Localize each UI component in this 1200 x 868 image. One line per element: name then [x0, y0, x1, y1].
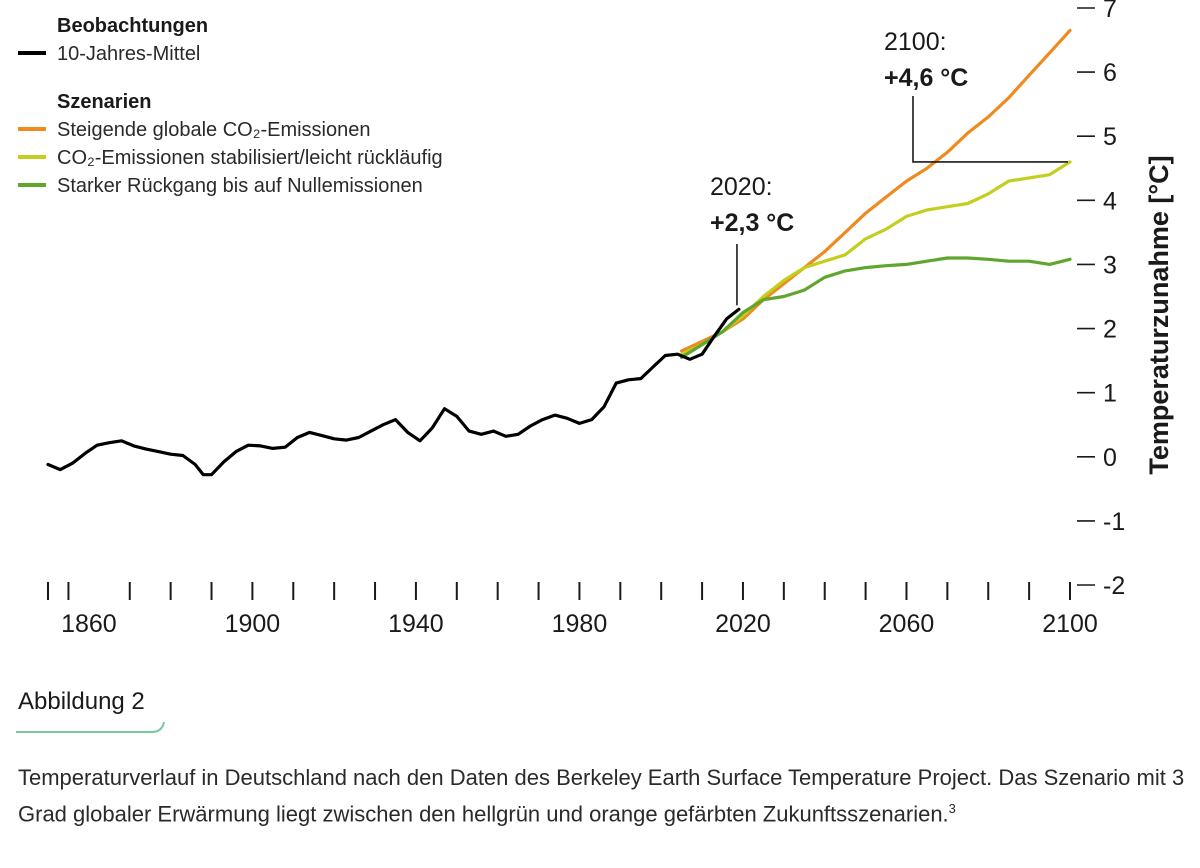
y-tick-label: -1	[1103, 508, 1125, 536]
y-tick-label: 4	[1103, 187, 1117, 215]
y-tick-label: 5	[1103, 123, 1117, 151]
temperature-chart: Beobachtungen 10-Jahres-Mittel Szenarien St…	[18, 0, 1174, 638]
y-tick-label: -2	[1103, 572, 1125, 600]
y-tick-label: 3	[1103, 251, 1117, 279]
y-tick-label: 1	[1103, 380, 1117, 408]
series-line-starker-r-ckgang-bis-auf-nullemissionen	[680, 256, 1072, 359]
x-tick-label: 1980	[552, 610, 608, 638]
series-line-10-jahres-mittel	[46, 307, 741, 477]
figure-label-underline	[16, 721, 165, 733]
plot-area	[46, 28, 1072, 477]
legend-entry-label: Starker Rückgang bis auf Nullemissionen	[57, 175, 423, 197]
figure-caption-text: Temperaturverlauf in Deutschland nach de…	[18, 765, 1185, 827]
y-tick-label: 2	[1103, 316, 1117, 344]
x-tick-label: 1900	[225, 610, 281, 638]
legend-entry-label: 10-Jahres-Mittel	[57, 43, 200, 65]
figure-label: Abbildung 2	[18, 688, 145, 715]
footnote-marker: 3	[948, 801, 956, 816]
y-tick-label: 0	[1103, 444, 1117, 472]
legend-group-title: Szenarien	[57, 91, 151, 113]
annotations: 2020: +2,3 °C 2100: +4,6 °C	[710, 28, 1068, 306]
y-tick-label: 6	[1103, 59, 1117, 87]
annotation-value-2020: +2,3 °C	[710, 209, 794, 237]
series-line-steigende-globale-co-emissionen	[680, 28, 1072, 353]
annotation-value-2100: +4,6 °C	[884, 64, 968, 92]
x-tick-label: 2100	[1042, 610, 1098, 638]
series-line-co-emissionen-stabilisiert-leicht-r-ckl-ufig	[680, 160, 1072, 356]
x-tick-label: 2020	[715, 610, 771, 638]
legend-entry-label: Steigende globale CO₂-Emissionen	[57, 119, 371, 141]
figure-caption: Temperaturverlauf in Deutschland nach de…	[18, 762, 1188, 829]
x-axis: 1860 1900 1940 1980 2020 2060 2100	[47, 582, 1098, 638]
annotation-leader-2100	[912, 96, 1068, 163]
annotation-year-2020: 2020:	[710, 173, 773, 201]
y-axis-title: Temperaturzunahme [°C]	[1144, 155, 1174, 474]
y-axis: 7 6 5 4 3 2 1 0 -1 -2	[1077, 0, 1125, 600]
legend-entry-label: CO₂-Emissionen stabilisiert/leicht rückl…	[57, 147, 443, 169]
annotation-year-2100: 2100:	[884, 28, 947, 56]
x-tick-label: 1860	[61, 610, 117, 638]
x-tick-label: 2060	[879, 610, 935, 638]
y-tick-label: 7	[1103, 0, 1117, 23]
legend-group-title: Beobachtungen	[57, 15, 208, 37]
legend: Beobachtungen 10-Jahres-Mittel Szenarien St…	[18, 15, 443, 197]
x-tick-label: 1940	[388, 610, 444, 638]
